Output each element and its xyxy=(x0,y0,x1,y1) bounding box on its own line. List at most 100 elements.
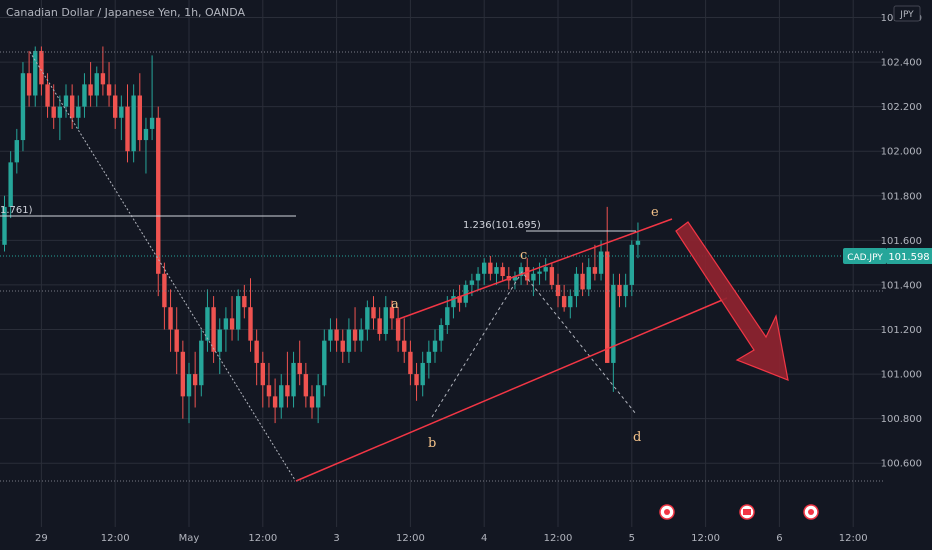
candle-body xyxy=(383,307,388,334)
candle xyxy=(340,329,345,363)
candle xyxy=(377,307,382,341)
candle xyxy=(635,222,641,259)
price-axis[interactable]: 102.600102.400102.200102.000101.800101.6… xyxy=(881,0,932,550)
candle xyxy=(266,362,272,408)
candle-body xyxy=(156,117,161,274)
candle xyxy=(482,258,487,285)
candle xyxy=(438,318,444,352)
time-tick-label: 5 xyxy=(629,533,635,544)
time-tick-label: 12:00 xyxy=(544,533,573,544)
candle-body xyxy=(192,374,198,386)
candle xyxy=(334,318,339,352)
time-tick-label: 3 xyxy=(333,533,339,544)
candle xyxy=(162,262,167,330)
price-tick-label: 102.200 xyxy=(881,102,922,113)
candle-body xyxy=(63,95,69,107)
time-tick-label: 4 xyxy=(481,533,487,544)
candle xyxy=(14,128,19,174)
candle xyxy=(605,206,610,363)
candle xyxy=(574,267,579,308)
candle xyxy=(137,73,142,152)
candle-body xyxy=(272,396,278,408)
candle-body xyxy=(279,385,284,408)
price-tag-value: 101.598 xyxy=(888,252,929,263)
candle-body xyxy=(377,318,382,334)
candle-body xyxy=(57,106,63,118)
event-marker-3[interactable] xyxy=(803,504,819,520)
candle xyxy=(242,284,247,319)
candle-body xyxy=(88,84,93,96)
candle xyxy=(223,307,229,352)
candle-body xyxy=(598,251,604,274)
price-axis-background xyxy=(884,0,932,550)
candle xyxy=(100,46,106,96)
candle-body xyxy=(629,244,634,285)
candle xyxy=(592,244,598,281)
event-marker-1[interactable] xyxy=(659,504,675,520)
candle xyxy=(125,84,130,163)
candle-body xyxy=(223,318,229,330)
candle xyxy=(248,278,253,352)
candle xyxy=(69,84,75,129)
candle xyxy=(303,362,309,408)
candle xyxy=(309,385,315,419)
candle xyxy=(586,258,591,297)
candle xyxy=(352,307,358,352)
candle xyxy=(297,340,302,386)
candle-body xyxy=(605,251,610,363)
price-tick-label: 101.800 xyxy=(881,191,922,202)
candle-body xyxy=(69,95,75,118)
candle xyxy=(426,340,432,379)
candle xyxy=(199,329,204,397)
candle xyxy=(88,62,93,107)
candle-body xyxy=(180,351,186,397)
candle-body xyxy=(266,385,272,397)
candle xyxy=(389,300,395,330)
candle-body xyxy=(94,73,99,96)
event-flag-icon xyxy=(743,509,751,515)
candle-body xyxy=(365,307,370,330)
candle-body xyxy=(426,351,432,363)
candle xyxy=(346,318,352,363)
candle xyxy=(445,296,450,334)
candle-body xyxy=(359,329,364,341)
candle-body xyxy=(254,340,259,363)
candle-body xyxy=(586,267,591,290)
candle xyxy=(537,262,542,285)
candle-body xyxy=(199,340,204,386)
candle-body xyxy=(26,73,32,96)
wave-label-c: c xyxy=(520,248,527,263)
price-tick-label: 102.000 xyxy=(881,147,922,158)
time-axis[interactable]: 29 12:00 May 12:00 3 12:00 4 12:00 5 12:00 6 12:00 xyxy=(0,527,884,550)
candle-body xyxy=(469,280,475,285)
candle-body xyxy=(205,307,210,341)
candle-body xyxy=(352,329,358,341)
candle xyxy=(402,318,407,363)
currency-badge[interactable]: JPY xyxy=(893,5,921,22)
price-tick-label: 101.600 xyxy=(881,236,922,247)
wave-label-b: b xyxy=(428,436,436,451)
event-flag-icon xyxy=(664,509,670,515)
price-tag-symbol: CAD.JPY xyxy=(847,253,883,263)
candle xyxy=(315,374,321,424)
candle-body xyxy=(537,271,542,274)
candle xyxy=(359,318,364,352)
candle-body xyxy=(315,385,321,408)
candle xyxy=(432,329,438,363)
event-marker-2[interactable] xyxy=(739,504,755,520)
candle-body xyxy=(119,106,124,118)
candle-body xyxy=(100,73,106,85)
candle xyxy=(26,50,32,107)
wave-label-d: d xyxy=(633,430,641,445)
candle-body xyxy=(389,307,395,319)
candle xyxy=(143,117,149,174)
candle-body xyxy=(408,351,413,375)
candle xyxy=(549,262,555,290)
candle xyxy=(192,351,198,408)
candle xyxy=(611,273,616,392)
candle xyxy=(383,296,388,341)
candle xyxy=(254,329,259,386)
price-tick-label: 101.200 xyxy=(881,325,922,336)
candle-body xyxy=(346,329,352,352)
